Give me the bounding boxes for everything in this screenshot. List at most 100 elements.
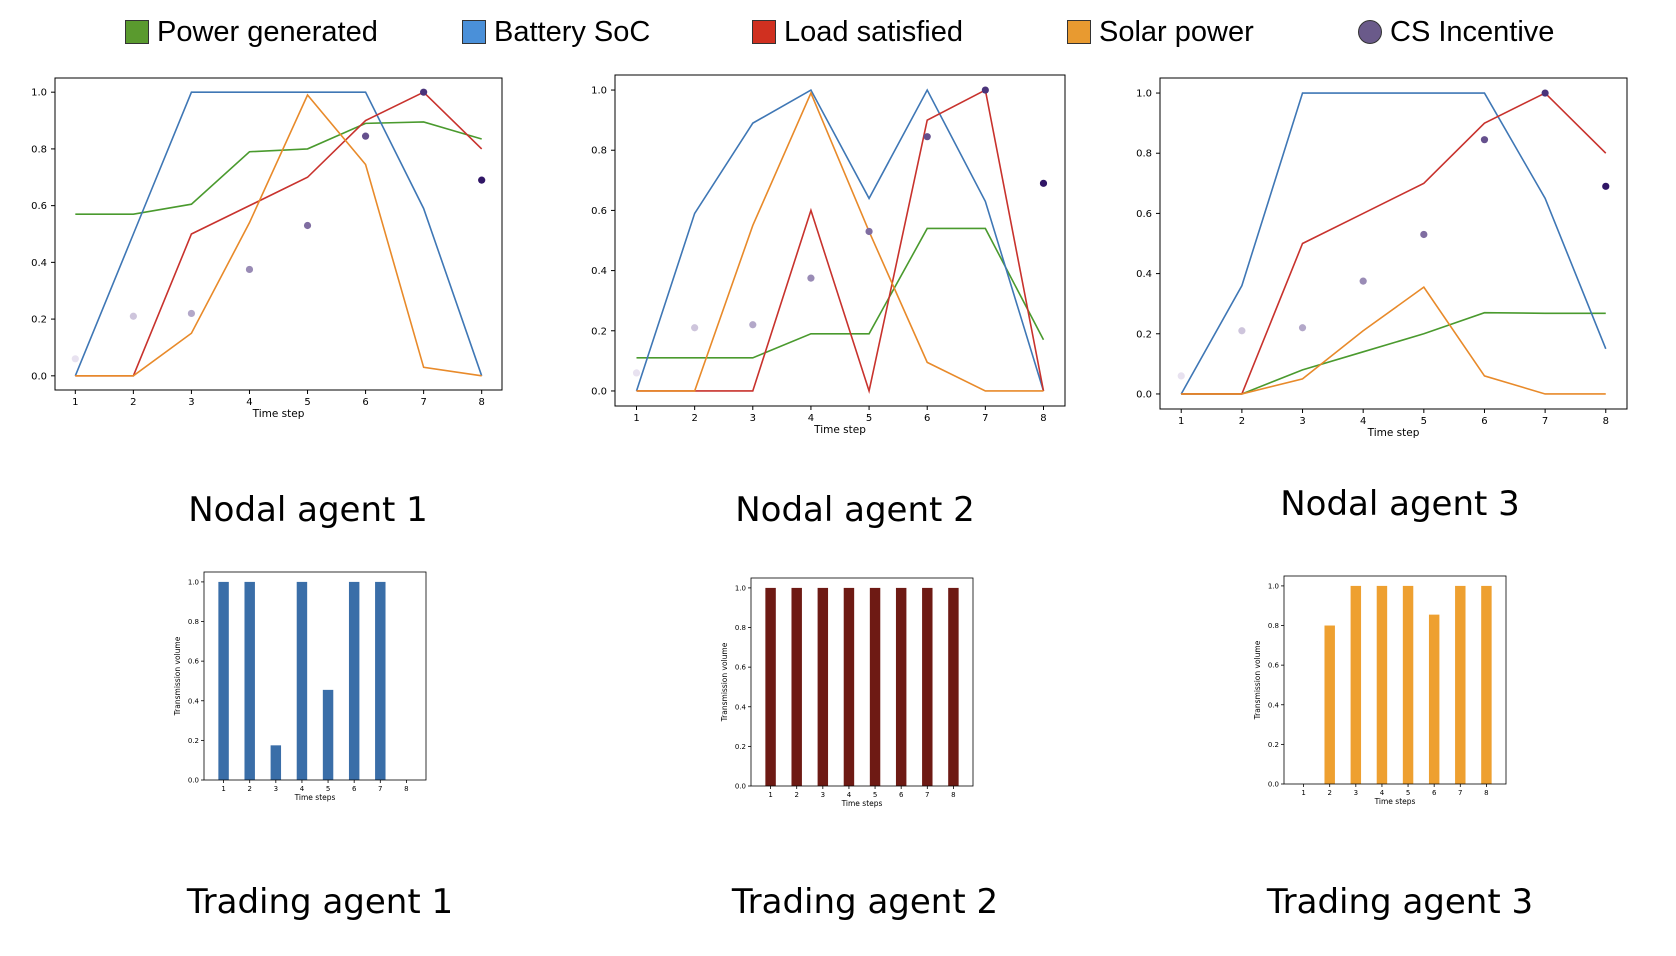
nodal-agent-3-chart: 0.0 0.2 0.4 0.6 0.8 1.0 1 2 3 4 5 6 7 8 Time step bbox=[1130, 77, 1660, 478]
x-tick-label: 8 bbox=[1484, 789, 1488, 797]
y-tick-label: 0.8 bbox=[591, 146, 607, 157]
y-tick-label: 0.8 bbox=[1136, 149, 1152, 160]
bar bbox=[948, 587, 959, 786]
legend-label-load-satisfied: Load satisfied bbox=[784, 15, 963, 48]
cs-incentive-point bbox=[749, 321, 757, 329]
cs-incentive-point bbox=[478, 176, 486, 184]
cs-incentive-point bbox=[1238, 327, 1246, 335]
x-tick-label: 5 bbox=[866, 413, 872, 424]
y-tick-label: 0.4 bbox=[735, 703, 747, 711]
cs-incentive-point bbox=[187, 309, 196, 318]
x-tick-label: 7 bbox=[420, 397, 426, 408]
plot-frame bbox=[750, 577, 974, 787]
series-line-power-generated bbox=[636, 227, 1045, 359]
x-axis-label: Time steps bbox=[1374, 797, 1416, 806]
x-tick-label: 7 bbox=[1458, 789, 1462, 797]
nodal-agent-1-plot: 0.0 0.2 0.4 0.6 0.8 1.0 1 2 3 4 5 6 7 8 Time step bbox=[31, 77, 503, 420]
bar bbox=[375, 581, 386, 780]
cs-incentive-point bbox=[1541, 89, 1549, 97]
caption-trading-agent-2: Trading agent 2 bbox=[731, 882, 999, 922]
x-axis-label: Time steps bbox=[841, 799, 883, 808]
y-axis-label: Transmission volume bbox=[720, 642, 729, 722]
x-tick-label: 4 bbox=[808, 413, 814, 424]
x-tick-label: 4 bbox=[847, 791, 852, 799]
x-tick-label: 1 bbox=[221, 785, 225, 793]
y-tick-label: 1.0 bbox=[188, 578, 199, 586]
series-line-battery-soc bbox=[1180, 92, 1607, 395]
plot-frame bbox=[1283, 575, 1507, 785]
x-tick-label: 1 bbox=[768, 791, 772, 799]
y-tick-label: 1.0 bbox=[1136, 89, 1152, 100]
y-tick-label: 0.6 bbox=[188, 658, 200, 666]
bar bbox=[791, 587, 802, 786]
legend-label-battery-soc: Battery SoC bbox=[494, 15, 651, 48]
trading-agent-3-chart: 0.0 0.2 0.4 0.6 0.8 1.0 1 2 3 4 5 6 7 8 Time steps Tran… bbox=[1253, 568, 1540, 838]
cs-incentive-point bbox=[303, 221, 312, 230]
x-tick-label: 1 bbox=[1178, 416, 1184, 427]
x-axis-label: Time step bbox=[252, 408, 305, 420]
series-line-solar-power bbox=[1181, 286, 1606, 395]
bar bbox=[1350, 585, 1362, 784]
cs-incentive-point bbox=[420, 88, 428, 96]
y-tick-label: 0.2 bbox=[735, 743, 746, 751]
x-tick-label: 5 bbox=[1421, 416, 1427, 427]
nodal-agent-3-plot: 0.0 0.2 0.4 0.6 0.8 1.0 1 2 3 4 5 6 7 8 Time step bbox=[1136, 77, 1628, 439]
x-tick-label: 6 bbox=[899, 791, 904, 799]
x-tick-label: 4 bbox=[1380, 789, 1385, 797]
y-tick-label: 0.0 bbox=[735, 783, 746, 791]
y-tick-label: 0.6 bbox=[1136, 209, 1152, 220]
y-tick-label: 0.0 bbox=[188, 777, 199, 785]
x-tick-label: 3 bbox=[274, 785, 278, 793]
bar bbox=[817, 587, 829, 786]
cs-incentive-point bbox=[1480, 136, 1489, 144]
x-tick-label: 6 bbox=[1432, 789, 1437, 797]
cs-incentive-point bbox=[807, 274, 815, 282]
bar bbox=[895, 587, 907, 786]
cs-incentive-point bbox=[691, 324, 699, 332]
legend-swatch-power-generated bbox=[125, 20, 149, 44]
plot-frame bbox=[1159, 77, 1628, 410]
cs-incentive-point bbox=[981, 86, 989, 94]
y-tick-label: 0.0 bbox=[591, 386, 607, 397]
legend-swatch-battery-soc bbox=[462, 20, 486, 44]
legend-swatch-solar-power bbox=[1067, 20, 1091, 44]
x-tick-label: 2 bbox=[247, 785, 251, 793]
cs-incentive-point bbox=[245, 265, 254, 274]
legend-label-power-generated: Power generated bbox=[157, 15, 378, 48]
cs-incentive-point bbox=[632, 369, 641, 377]
legend-item-solar-power: Solar power bbox=[1067, 16, 1254, 48]
trading-agent-2-plot: 0.0 0.2 0.4 0.6 0.8 1.0 1 2 3 4 5 6 7 8 Time steps Tran… bbox=[720, 577, 974, 808]
y-tick-label: 0.4 bbox=[188, 697, 200, 705]
x-tick-label: 3 bbox=[750, 413, 756, 424]
legend-label-solar-power: Solar power bbox=[1099, 15, 1254, 48]
x-tick-label: 3 bbox=[1354, 789, 1358, 797]
x-tick-label: 1 bbox=[1301, 789, 1305, 797]
x-tick-label: 2 bbox=[794, 791, 798, 799]
bar bbox=[869, 587, 881, 786]
y-tick-label: 0.4 bbox=[1136, 269, 1152, 280]
bar bbox=[765, 587, 776, 786]
x-tick-label: 8 bbox=[1603, 416, 1609, 427]
nodal-agent-2-chart: 0.0 0.2 0.4 0.6 0.8 1.0 1 2 3 4 5 6 7 8 Time step bbox=[585, 74, 1115, 475]
y-axis-label: Transmission volume bbox=[1253, 640, 1262, 720]
x-tick-label: 1 bbox=[633, 413, 639, 424]
bar bbox=[270, 745, 282, 780]
x-tick-label: 3 bbox=[188, 397, 194, 408]
x-tick-label: 7 bbox=[982, 413, 988, 424]
legend-item-cs-incentive: CS Incentive bbox=[1358, 16, 1554, 48]
series-line-load-satisfied bbox=[75, 91, 483, 377]
caption-trading-agent-3: Trading agent 3 bbox=[1266, 882, 1534, 922]
x-tick-label: 6 bbox=[924, 413, 930, 424]
y-tick-label: 1.0 bbox=[1268, 582, 1279, 590]
cs-incentive-point bbox=[923, 133, 931, 141]
y-tick-label: 0.2 bbox=[1136, 329, 1152, 340]
y-axis-label: Transmission volume bbox=[173, 636, 182, 716]
x-tick-label: 8 bbox=[478, 397, 484, 408]
y-tick-label: 0.8 bbox=[735, 624, 746, 632]
legend-item-power-generated: Power generated bbox=[125, 16, 378, 48]
bar bbox=[1402, 585, 1414, 784]
cs-incentive-point bbox=[361, 132, 370, 140]
y-tick-label: 0.0 bbox=[1268, 781, 1279, 789]
figure-legend: Power generated Battery SoC Load satisfi… bbox=[0, 8, 1676, 54]
x-tick-label: 5 bbox=[326, 785, 330, 793]
